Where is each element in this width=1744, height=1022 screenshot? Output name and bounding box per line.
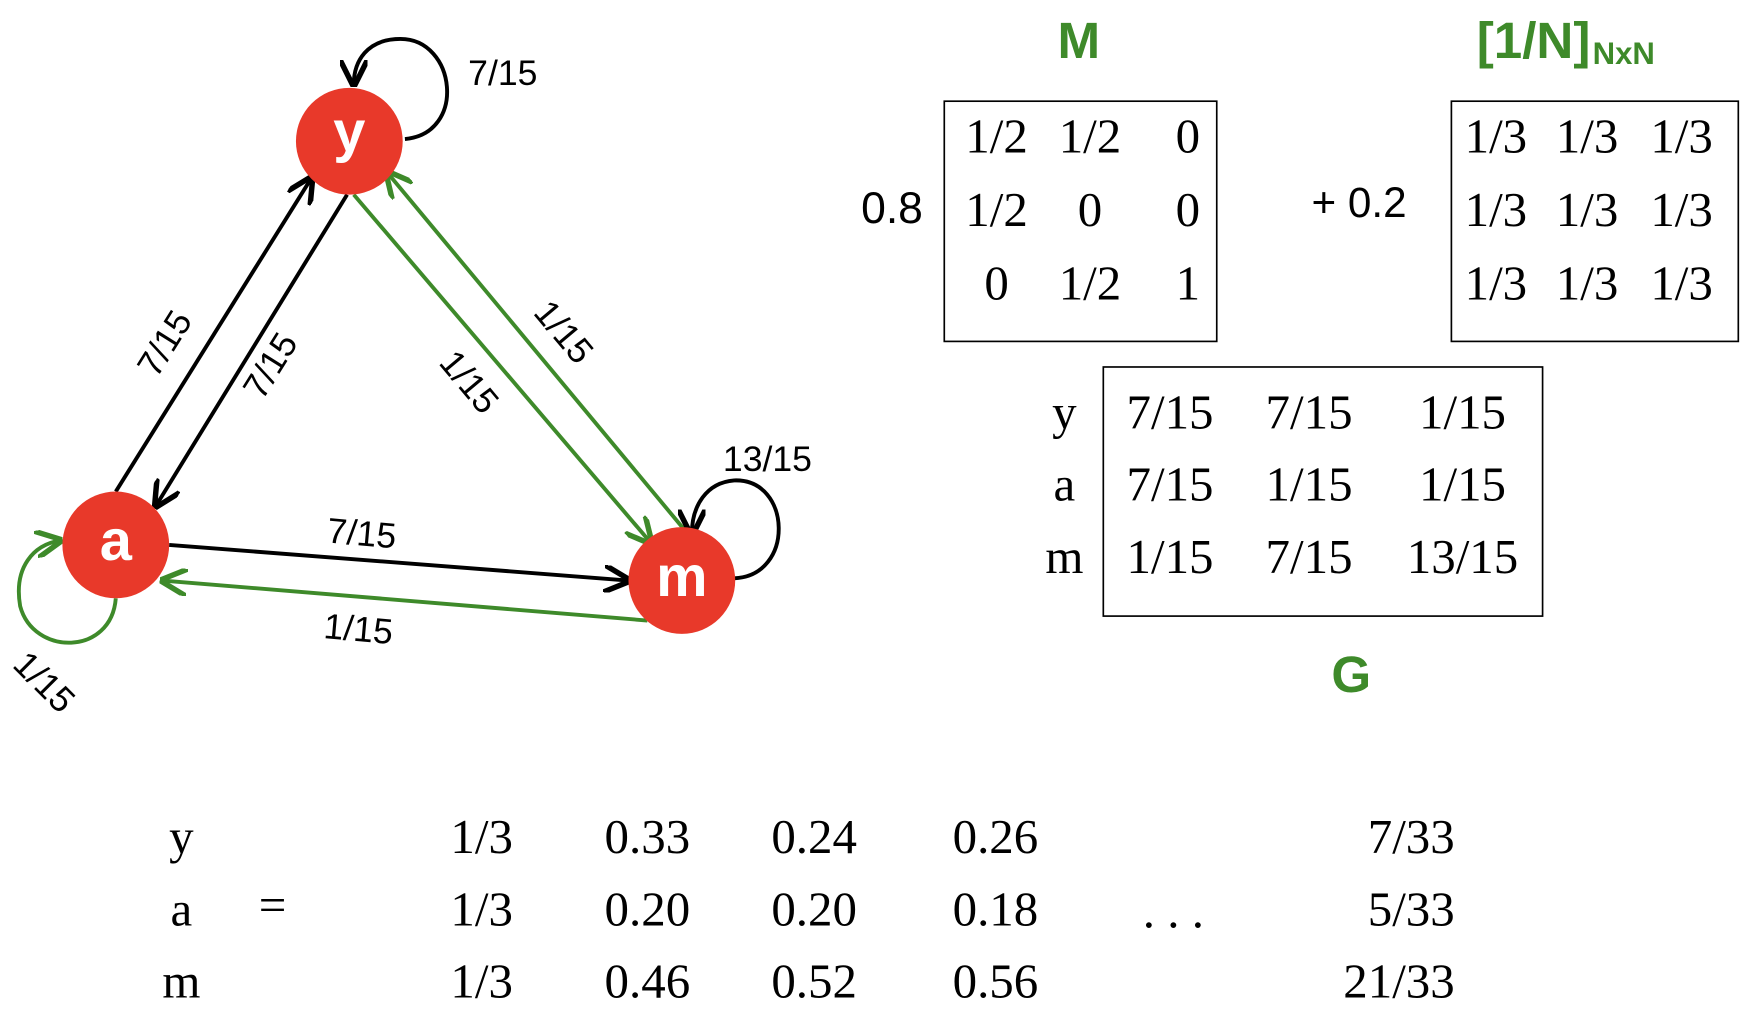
value: 7/33 (1368, 809, 1455, 864)
matrix-cell: 1/15 (1266, 457, 1353, 512)
matrix-cell: 7/15 (1127, 457, 1214, 512)
row-label: a (1054, 457, 1076, 512)
node-label: y (333, 100, 365, 164)
edge-label: 7/15 (326, 510, 398, 556)
matrix-cell: 1/15 (1127, 529, 1214, 584)
coefficient: 0.8 (861, 184, 923, 233)
matrix-cell: 1/15 (1419, 384, 1506, 439)
matrix-box (1450, 100, 1740, 343)
matrix-cell: 0 (1176, 108, 1200, 163)
matrix-cell: 1/2 (965, 182, 1028, 237)
node-label: a (100, 509, 133, 573)
node (62, 491, 170, 599)
value: 0.46 (605, 954, 691, 1009)
matrix-cell: 1/2 (1059, 108, 1122, 163)
matrix-cell: 1/3 (1465, 182, 1528, 237)
value: 1/3 (450, 881, 513, 936)
value: 0.26 (953, 809, 1039, 864)
matrix-cell: 1 (1176, 255, 1200, 310)
matrix-cell: 1/3 (1556, 182, 1619, 237)
self-loop (16, 540, 118, 645)
matrix-cell: 0 (984, 255, 1008, 310)
row-label: y (169, 809, 194, 864)
edge-label: 1/15 (6, 643, 83, 720)
matrix-cell: 1/2 (1059, 255, 1122, 310)
value: 0.18 (953, 881, 1039, 936)
ellipsis: . . . (1143, 884, 1204, 939)
edge-label: 1/15 (526, 293, 601, 372)
value: 0.33 (605, 809, 691, 864)
value: 0.52 (771, 954, 857, 1009)
edge-label: 7/15 (235, 326, 306, 406)
value: 1/3 (450, 954, 513, 1009)
value: 0.20 (771, 881, 857, 936)
edge-label: 13/15 (723, 439, 812, 479)
matrix-cell: 7/15 (1127, 384, 1214, 439)
matrix-cell: 1/3 (1650, 255, 1713, 310)
edge (156, 193, 349, 506)
edge (114, 178, 312, 493)
value: 1/3 (450, 809, 513, 864)
value: 0.24 (771, 809, 857, 864)
matrix-cell: 1/2 (965, 108, 1028, 163)
matrix-cell: 1/3 (1650, 108, 1713, 163)
self-loop (692, 478, 781, 581)
matrix-subscript: NxN (1593, 36, 1655, 71)
self-loop (354, 36, 450, 141)
equals: = (259, 877, 287, 932)
row-label: y (1052, 384, 1077, 439)
coefficient: + 0.2 (1312, 179, 1407, 226)
node-label: m (656, 545, 707, 609)
node (295, 87, 403, 195)
value: 0.56 (953, 954, 1039, 1009)
row-label: m (1045, 529, 1083, 584)
matrix-cell: 1/3 (1465, 108, 1528, 163)
matrix-title: G (1331, 646, 1371, 703)
matrix-box (1102, 366, 1544, 617)
edge (352, 193, 651, 543)
edge (169, 542, 628, 581)
value: 0.20 (605, 881, 691, 936)
edges (16, 36, 781, 645)
matrix-title: [1/N] (1477, 12, 1591, 69)
matrix-cell: 0 (1176, 182, 1200, 237)
row-label: a (171, 881, 193, 936)
matrix-cell: 1/3 (1556, 108, 1619, 163)
edge-label: 1/15 (322, 606, 394, 652)
matrix-cell: 1/3 (1465, 255, 1528, 310)
matrix-cell: 7/15 (1266, 384, 1353, 439)
matrix-cell: 1/15 (1419, 457, 1506, 512)
matrix-cell: 1/3 (1556, 255, 1619, 310)
matrix-cell: 1/3 (1650, 182, 1713, 237)
matrix-cell: 13/15 (1407, 529, 1518, 584)
edge (162, 581, 648, 623)
edge-label: 7/15 (468, 53, 537, 93)
node (628, 527, 736, 634)
matrix-box (943, 100, 1218, 343)
edge-label: 1/15 (432, 343, 507, 422)
value: 21/33 (1343, 954, 1454, 1009)
edge (387, 172, 686, 531)
value: 5/33 (1368, 881, 1455, 936)
nodes (62, 87, 736, 634)
matrix-cell: 7/15 (1266, 529, 1353, 584)
matrix-cell: 0 (1078, 182, 1102, 237)
matrix-title: M (1058, 12, 1101, 69)
row-label: m (162, 954, 200, 1009)
